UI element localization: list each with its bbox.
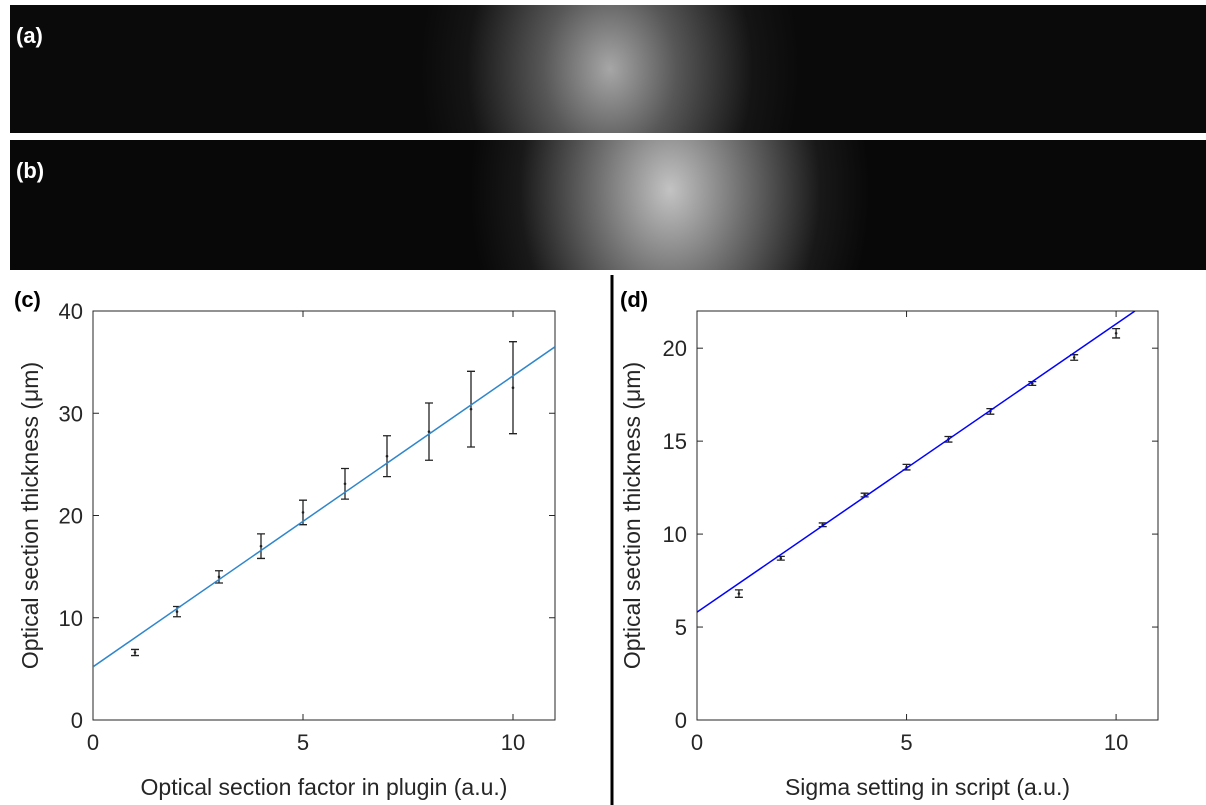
x-tick-label: 0 xyxy=(87,730,99,755)
point xyxy=(259,544,263,548)
x-tick-label: 5 xyxy=(297,730,309,755)
panel-label: (b) xyxy=(16,158,45,183)
point xyxy=(133,651,137,654)
point xyxy=(779,556,783,560)
y-tick-label: 20 xyxy=(663,336,687,361)
y-tick-label: 5 xyxy=(675,615,687,640)
x-tick-label: 10 xyxy=(501,730,525,755)
x-tick-label: 10 xyxy=(1104,730,1128,755)
point xyxy=(175,610,179,613)
point xyxy=(1114,332,1118,335)
point xyxy=(737,592,741,595)
x-tick-label: 5 xyxy=(900,730,912,755)
axes-box xyxy=(696,310,1159,721)
y-tick-label: 0 xyxy=(71,708,83,733)
y-tick-label: 40 xyxy=(59,299,83,324)
x-axis-label: Sigma setting in script (a.u.) xyxy=(785,774,1070,800)
micrograph-b: (b) xyxy=(10,140,1206,270)
y-tick-label: 10 xyxy=(59,606,83,631)
panel-label: (d) xyxy=(620,287,648,312)
point xyxy=(1072,356,1076,359)
point xyxy=(343,482,347,486)
y-tick-label: 0 xyxy=(675,708,687,733)
point xyxy=(511,386,515,389)
panel-label: (c) xyxy=(14,287,41,312)
y-axis-label: Optical section thickness (μm) xyxy=(17,362,43,669)
fit-line xyxy=(93,346,555,668)
x-axis-label: Optical section factor in plugin (a.u.) xyxy=(141,774,508,800)
point xyxy=(427,430,431,433)
y-tick-label: 10 xyxy=(663,522,687,547)
fit-line xyxy=(697,311,1136,613)
point xyxy=(385,454,389,458)
y-tick-label: 30 xyxy=(59,401,83,426)
axes-box xyxy=(92,310,556,721)
panel-label: (a) xyxy=(16,23,43,48)
x-tick-label: 0 xyxy=(691,730,703,755)
y-axis-label: Optical section thickness (μm) xyxy=(619,362,645,669)
point xyxy=(469,407,473,411)
point xyxy=(217,575,221,579)
point xyxy=(301,511,305,514)
micrograph-a: (a) xyxy=(10,5,1206,133)
y-tick-label: 15 xyxy=(663,429,687,454)
y-tick-label: 20 xyxy=(59,504,83,529)
